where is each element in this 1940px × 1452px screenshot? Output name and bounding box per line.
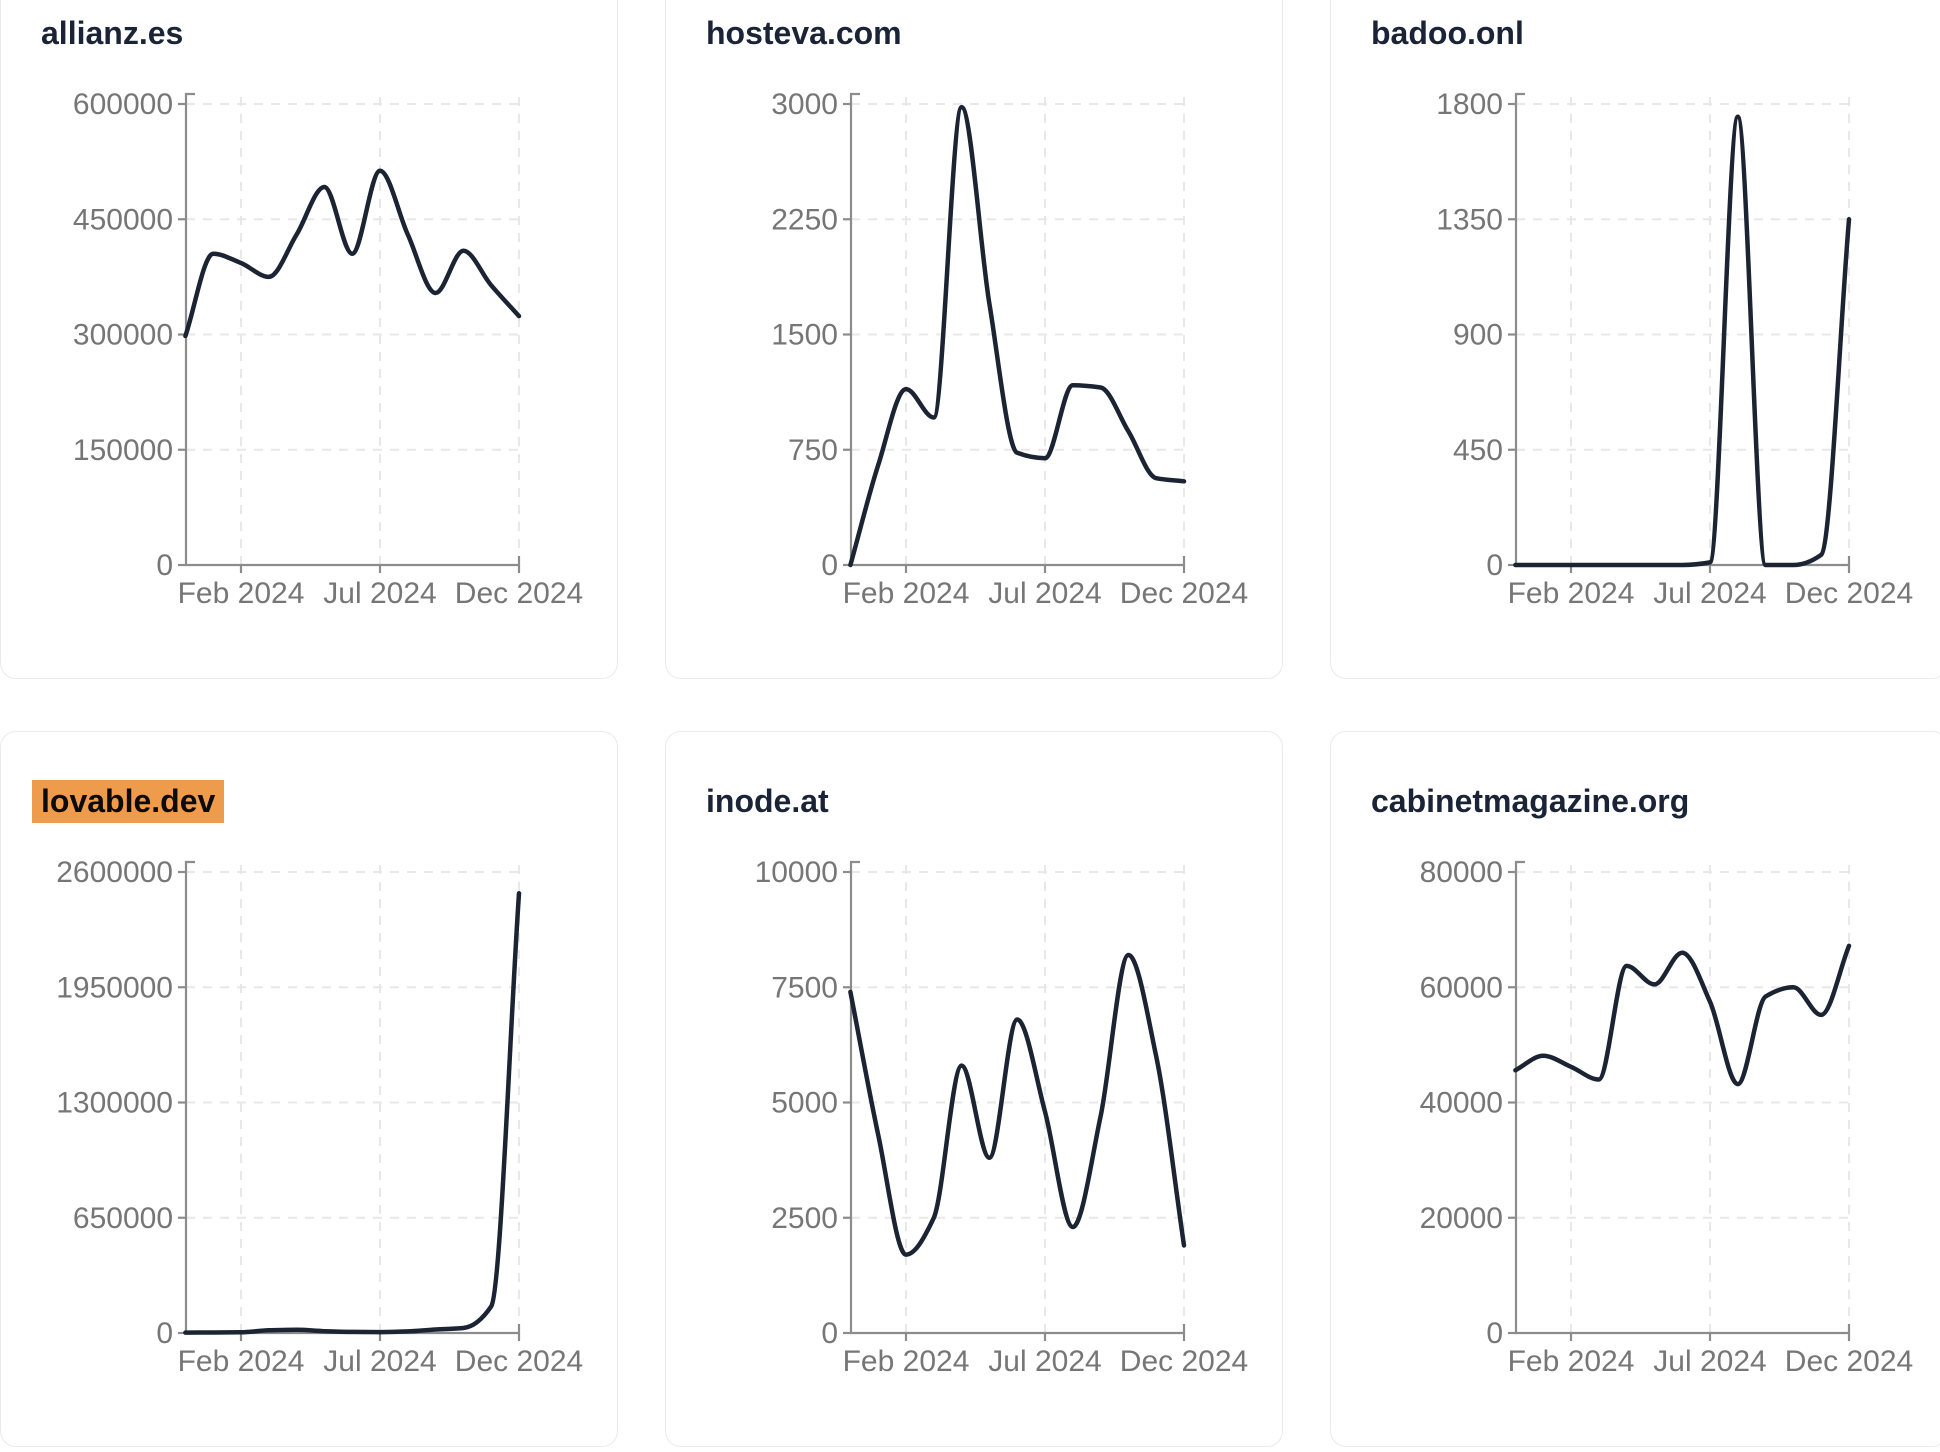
traffic-line-chart: 0 750 1500 2250 3000 Feb 2024 Jul 2024 Dec 2024 bbox=[771, 88, 1248, 610]
y-tick-label: 60000 bbox=[1420, 971, 1503, 1004]
card-title: cabinetmagazine.org bbox=[1371, 782, 1689, 820]
axis bbox=[849, 860, 1186, 1335]
domain-name[interactable]: hosteva.com bbox=[706, 15, 902, 51]
x-tick-label: Dec 2024 bbox=[1785, 577, 1913, 610]
domain-traffic-card[interactable]: cabinetmagazine.org 0 20000 40000 60000 8000… bbox=[1330, 731, 1940, 1447]
y-tick-label: 40000 bbox=[1420, 1087, 1503, 1120]
card-title: lovable.dev bbox=[32, 780, 225, 823]
domain-name[interactable]: lovable.dev bbox=[32, 780, 225, 823]
x-tick-label: Jul 2024 bbox=[988, 577, 1101, 610]
y-tick-label: 900 bbox=[1453, 319, 1503, 352]
domain-traffic-card[interactable]: inode.at 0 2500 5000 7500 10000 Feb 2024 Jul 2… bbox=[665, 731, 1283, 1447]
traffic-line bbox=[848, 104, 1187, 568]
card-title: badoo.onl bbox=[1371, 14, 1524, 52]
domain-traffic-card[interactable]: badoo.onl 0 450 900 1350 1800 Feb 2024 Jul 202… bbox=[1330, 0, 1940, 679]
y-tick-label: 80000 bbox=[1420, 856, 1503, 889]
y-tick-label: 1800 bbox=[1436, 88, 1503, 121]
traffic-line bbox=[1513, 943, 1852, 1087]
traffic-line-chart: 0 450 900 1350 1800 Feb 2024 Jul 2024 Dec 2024 bbox=[1436, 88, 1913, 610]
x-tick-label: Feb 2024 bbox=[843, 1345, 970, 1378]
y-tick-label: 750 bbox=[788, 434, 838, 467]
y-tick-label: 0 bbox=[156, 1317, 173, 1350]
y-tick-label: 300000 bbox=[73, 319, 173, 352]
domain-name[interactable]: inode.at bbox=[706, 783, 829, 819]
y-tick-label: 0 bbox=[821, 1317, 838, 1350]
axis bbox=[184, 92, 521, 567]
card-title: hosteva.com bbox=[706, 14, 902, 52]
x-tick-label: Dec 2024 bbox=[455, 1345, 583, 1378]
traffic-line bbox=[183, 168, 522, 339]
y-tick-label: 2500 bbox=[771, 1202, 838, 1235]
x-tick-label: Feb 2024 bbox=[843, 577, 970, 610]
card-title: inode.at bbox=[706, 782, 829, 820]
traffic-line-chart: 0 150000 300000 450000 600000 Feb 2024 Jul 202… bbox=[73, 88, 583, 610]
y-tick-label: 150000 bbox=[73, 434, 173, 467]
y-tick-label: 600000 bbox=[73, 88, 173, 121]
x-tick-label: Jul 2024 bbox=[323, 1345, 436, 1378]
traffic-line-chart: 0 650000 1300000 1950000 2600000 Feb 2024 Jul … bbox=[56, 856, 583, 1378]
x-tick-label: Jul 2024 bbox=[1653, 577, 1766, 610]
y-tick-label: 2250 bbox=[771, 203, 838, 236]
x-tick-label: Jul 2024 bbox=[1653, 1345, 1766, 1378]
x-tick-label: Feb 2024 bbox=[1508, 577, 1635, 610]
x-tick-label: Feb 2024 bbox=[178, 577, 305, 610]
y-tick-label: 450000 bbox=[73, 203, 173, 236]
y-tick-label: 10000 bbox=[755, 856, 838, 889]
domain-traffic-card[interactable]: lovable.dev 0 650000 1300000 1950000 2600000… bbox=[0, 731, 618, 1447]
domain-name[interactable]: allianz.es bbox=[41, 15, 184, 51]
card-title: allianz.es bbox=[41, 14, 183, 52]
traffic-line-chart: 0 20000 40000 60000 80000 Feb 2024 Jul 2024 Dec… bbox=[1420, 856, 1914, 1378]
y-tick-label: 650000 bbox=[73, 1202, 173, 1235]
y-tick-label: 1950000 bbox=[56, 971, 173, 1004]
y-tick-label: 1500 bbox=[771, 319, 838, 352]
y-tick-label: 450 bbox=[1453, 434, 1503, 467]
domain-name[interactable]: cabinetmagazine.org bbox=[1371, 783, 1690, 819]
domain-name[interactable]: badoo.onl bbox=[1371, 15, 1524, 51]
traffic-line-chart: 0 2500 5000 7500 10000 Feb 2024 Jul 2024 Dec 20… bbox=[755, 856, 1249, 1378]
x-tick-label: Dec 2024 bbox=[1120, 1345, 1248, 1378]
axis bbox=[849, 92, 1186, 567]
y-tick-label: 1300000 bbox=[56, 1087, 173, 1120]
x-tick-label: Feb 2024 bbox=[1508, 1345, 1635, 1378]
x-tick-label: Jul 2024 bbox=[323, 577, 436, 610]
traffic-line bbox=[183, 891, 522, 1335]
traffic-line bbox=[848, 952, 1187, 1257]
y-tick-label: 0 bbox=[821, 549, 838, 582]
traffic-line bbox=[1513, 114, 1852, 568]
y-tick-label: 5000 bbox=[771, 1087, 838, 1120]
y-tick-label: 20000 bbox=[1420, 1202, 1503, 1235]
axis bbox=[1514, 860, 1851, 1335]
y-tick-label: 3000 bbox=[771, 88, 838, 121]
y-tick-label: 7500 bbox=[771, 971, 838, 1004]
x-tick-label: Dec 2024 bbox=[1785, 1345, 1913, 1378]
y-tick-label: 0 bbox=[1486, 1317, 1503, 1350]
y-tick-label: 1350 bbox=[1436, 203, 1503, 236]
x-tick-label: Jul 2024 bbox=[988, 1345, 1101, 1378]
domain-traffic-card[interactable]: hosteva.com 0 750 1500 2250 3000 Feb 2024 Jul … bbox=[665, 0, 1283, 679]
y-tick-label: 2600000 bbox=[56, 856, 173, 889]
x-tick-label: Dec 2024 bbox=[455, 577, 583, 610]
x-tick-label: Feb 2024 bbox=[178, 1345, 305, 1378]
axis bbox=[1514, 92, 1851, 567]
x-tick-label: Dec 2024 bbox=[1120, 577, 1248, 610]
y-tick-label: 0 bbox=[156, 549, 173, 582]
domain-traffic-card[interactable]: allianz.es 0 150000 300000 450000 600000 Feb … bbox=[0, 0, 618, 679]
y-tick-label: 0 bbox=[1486, 549, 1503, 582]
axis bbox=[184, 860, 521, 1335]
